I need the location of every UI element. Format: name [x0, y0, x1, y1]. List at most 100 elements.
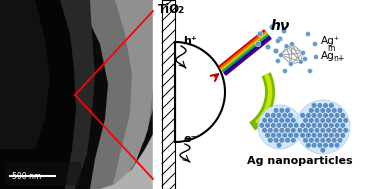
Circle shape	[288, 113, 293, 118]
Circle shape	[291, 118, 296, 123]
Circle shape	[305, 122, 311, 128]
Circle shape	[282, 122, 288, 128]
Text: n+: n+	[333, 54, 344, 63]
Circle shape	[308, 118, 314, 123]
Circle shape	[291, 137, 296, 143]
Bar	[0, 0, 153, 189]
Circle shape	[296, 100, 350, 154]
Circle shape	[317, 143, 323, 148]
Circle shape	[320, 128, 326, 133]
Text: m: m	[327, 44, 335, 53]
Circle shape	[329, 122, 334, 128]
Circle shape	[332, 118, 337, 123]
Circle shape	[279, 128, 285, 133]
Text: e⁻: e⁻	[183, 134, 196, 144]
Polygon shape	[249, 72, 275, 130]
Text: hν: hν	[271, 19, 290, 33]
Circle shape	[323, 103, 328, 108]
Circle shape	[317, 113, 323, 118]
Circle shape	[326, 118, 331, 123]
Circle shape	[273, 108, 279, 113]
Circle shape	[332, 108, 337, 113]
Circle shape	[314, 118, 320, 123]
Circle shape	[273, 128, 279, 133]
Circle shape	[340, 132, 345, 138]
Text: h⁺: h⁺	[183, 36, 197, 46]
Circle shape	[270, 122, 276, 128]
Circle shape	[276, 132, 282, 138]
Circle shape	[308, 137, 314, 143]
Circle shape	[297, 128, 303, 133]
Circle shape	[294, 122, 299, 128]
Circle shape	[308, 108, 314, 113]
Circle shape	[317, 122, 323, 128]
Circle shape	[303, 118, 308, 123]
Circle shape	[285, 118, 290, 123]
Circle shape	[305, 32, 310, 36]
Circle shape	[276, 142, 282, 148]
Circle shape	[267, 118, 273, 123]
Circle shape	[288, 122, 293, 128]
Polygon shape	[100, 134, 153, 189]
Circle shape	[305, 113, 311, 118]
Circle shape	[314, 108, 320, 113]
Text: TiO: TiO	[157, 3, 179, 16]
Circle shape	[279, 118, 285, 123]
Circle shape	[308, 128, 314, 133]
Circle shape	[273, 48, 279, 54]
Bar	[162, 0, 175, 189]
Circle shape	[305, 143, 311, 148]
Circle shape	[267, 137, 273, 143]
Circle shape	[300, 113, 305, 118]
Circle shape	[276, 113, 282, 118]
Text: 500 nm: 500 nm	[12, 172, 41, 181]
Circle shape	[285, 137, 290, 143]
Circle shape	[320, 108, 326, 113]
Text: Ag⁺: Ag⁺	[321, 36, 340, 46]
Circle shape	[337, 108, 343, 113]
Text: Ag nanoparticles: Ag nanoparticles	[247, 156, 353, 166]
Circle shape	[337, 128, 343, 133]
Circle shape	[276, 122, 282, 128]
Circle shape	[307, 68, 313, 74]
Circle shape	[255, 41, 261, 47]
Circle shape	[265, 44, 271, 50]
Circle shape	[323, 143, 328, 148]
Circle shape	[314, 128, 320, 133]
Circle shape	[265, 132, 270, 138]
Circle shape	[303, 128, 308, 133]
Circle shape	[314, 137, 320, 143]
Circle shape	[337, 137, 343, 143]
Circle shape	[282, 68, 288, 74]
Circle shape	[303, 137, 308, 143]
Circle shape	[282, 132, 288, 138]
Circle shape	[298, 59, 303, 64]
Circle shape	[311, 143, 317, 148]
Circle shape	[279, 108, 285, 113]
Circle shape	[340, 113, 345, 118]
Circle shape	[326, 108, 331, 113]
Circle shape	[334, 143, 340, 148]
Circle shape	[323, 132, 328, 138]
Circle shape	[269, 24, 275, 30]
Polygon shape	[241, 122, 258, 134]
Circle shape	[300, 122, 305, 128]
Polygon shape	[80, 0, 153, 189]
Circle shape	[262, 128, 267, 133]
Circle shape	[326, 128, 331, 133]
Circle shape	[329, 132, 334, 138]
Circle shape	[320, 147, 326, 153]
Circle shape	[320, 118, 326, 123]
Circle shape	[294, 132, 299, 138]
Circle shape	[259, 122, 264, 128]
Bar	[5, 162, 80, 184]
Circle shape	[332, 128, 337, 133]
Circle shape	[311, 132, 317, 138]
Circle shape	[279, 137, 285, 143]
Circle shape	[329, 143, 334, 148]
Circle shape	[279, 53, 283, 58]
Circle shape	[320, 137, 326, 143]
Circle shape	[284, 44, 289, 49]
Circle shape	[257, 31, 263, 37]
Circle shape	[317, 103, 323, 108]
